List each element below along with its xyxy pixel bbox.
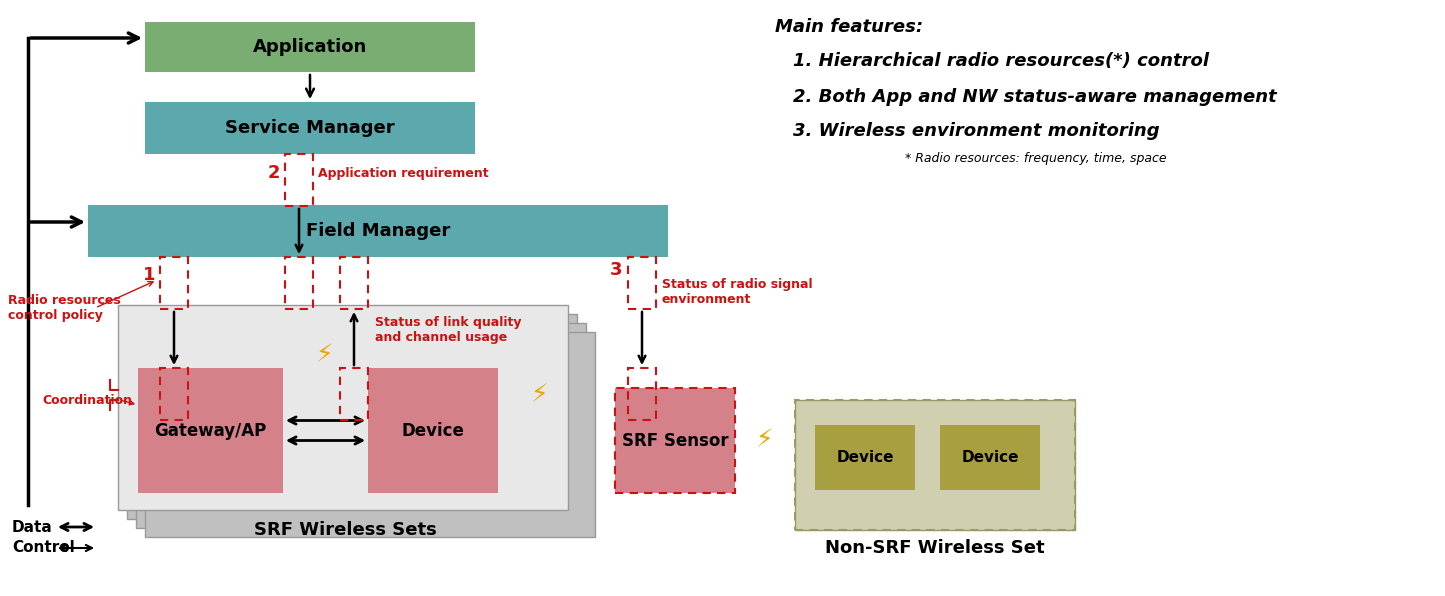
Bar <box>144 102 475 154</box>
Bar <box>144 332 595 537</box>
Text: Device: Device <box>961 450 1019 465</box>
Text: ⚡: ⚡ <box>532 383 549 407</box>
Bar <box>629 368 656 420</box>
Text: Data: Data <box>12 520 53 535</box>
Text: Status of link quality
and channel usage: Status of link quality and channel usage <box>376 316 522 344</box>
Text: 1: 1 <box>143 266 155 284</box>
Text: Status of radio signal
environment: Status of radio signal environment <box>662 278 812 306</box>
Bar <box>340 368 368 420</box>
Text: Field Manager: Field Manager <box>306 222 451 240</box>
Bar <box>616 388 736 493</box>
Text: SRF Sensor: SRF Sensor <box>621 432 728 449</box>
Bar <box>127 314 577 519</box>
Bar <box>285 154 314 206</box>
Text: ⚡: ⚡ <box>316 343 334 367</box>
Text: 1. Hierarchical radio resources(*) control: 1. Hierarchical radio resources(*) contr… <box>793 52 1209 70</box>
Bar <box>815 425 915 490</box>
Text: Application requirement: Application requirement <box>318 166 488 179</box>
Text: Gateway/AP: Gateway/AP <box>155 421 267 439</box>
Text: ⚡: ⚡ <box>756 429 773 452</box>
Bar <box>795 400 1075 530</box>
Text: 3: 3 <box>610 261 621 279</box>
Text: Control: Control <box>12 541 75 555</box>
Bar <box>629 257 656 309</box>
Text: Device: Device <box>837 450 894 465</box>
Text: Radio resources
control policy: Radio resources control policy <box>9 294 121 322</box>
Text: Application: Application <box>253 38 367 56</box>
Bar <box>118 305 568 510</box>
Bar <box>340 257 368 309</box>
Bar <box>368 368 499 493</box>
Text: SRF Wireless Sets: SRF Wireless Sets <box>254 521 436 539</box>
Bar <box>941 425 1040 490</box>
Text: Main features:: Main features: <box>775 18 923 36</box>
Text: Non-SRF Wireless Set: Non-SRF Wireless Set <box>825 539 1045 557</box>
Bar <box>139 368 283 493</box>
Bar <box>160 257 188 309</box>
Text: 2: 2 <box>267 164 280 182</box>
Text: Service Manager: Service Manager <box>225 119 394 137</box>
Text: 3. Wireless environment monitoring: 3. Wireless environment monitoring <box>793 122 1160 140</box>
Bar <box>285 257 314 309</box>
Text: Device: Device <box>402 421 464 439</box>
Bar <box>795 400 1075 530</box>
Bar <box>136 323 587 528</box>
Bar <box>88 205 668 257</box>
Bar <box>616 388 736 493</box>
Bar <box>160 368 188 420</box>
Text: Coordination: Coordination <box>42 393 131 406</box>
Text: * Radio resources: frequency, time, space: * Radio resources: frequency, time, spac… <box>905 152 1166 165</box>
Text: 2. Both App and NW status-aware management: 2. Both App and NW status-aware manageme… <box>793 88 1277 106</box>
Bar <box>144 22 475 72</box>
